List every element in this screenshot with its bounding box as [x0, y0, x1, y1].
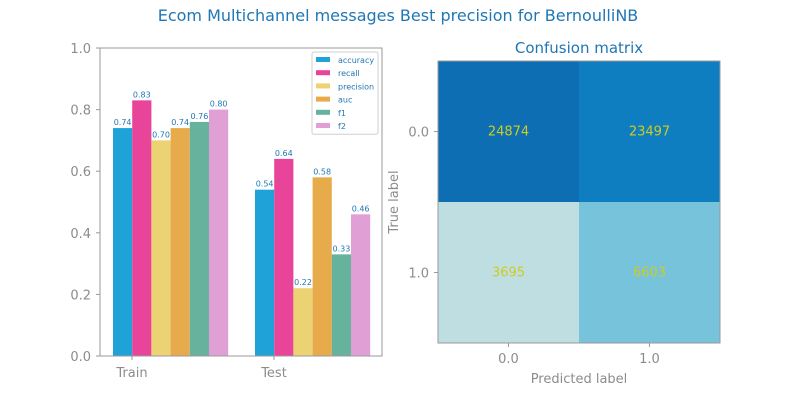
matrix-cell-0-0	[438, 61, 579, 202]
y-tick-label: 0.0	[70, 350, 91, 365]
bar-accuracy-train	[113, 128, 133, 356]
x-axis-label: Predicted label	[531, 372, 628, 387]
bar-chart-panel: 0.74 0.54 0.83 0.64 0.70 0.22 0.74 0.58 0.76 0.33…	[70, 42, 383, 381]
confusion-matrix-axes: 0.0 1.0 0.0 1.0	[408, 60, 721, 367]
matrix-cell-value: 3695	[492, 266, 525, 281]
legend-swatch-f2	[316, 123, 330, 128]
confusion-matrix-panel: Confusion matrix 24874 23497 3695 6603 0.0 1…	[387, 39, 721, 387]
matrix-cell-value: 6603	[633, 266, 666, 281]
x-tick-label-test: Test	[260, 366, 287, 381]
bar-plot-frame	[99, 47, 383, 357]
y-axis-label: True label	[387, 170, 402, 234]
matrix-frame	[437, 60, 721, 344]
bar-value-label: 0.83	[133, 90, 151, 99]
x-tick-label: 0.0	[498, 352, 519, 367]
y-tick-label: 0.8	[70, 104, 91, 119]
bar-value-label: 0.58	[313, 167, 331, 176]
bar-value-label: 0.80	[210, 100, 228, 109]
legend-label-recall: recall	[338, 69, 360, 78]
bar-auc-test	[312, 177, 332, 356]
figure-title: Ecom Multichannel messages Best precisio…	[158, 6, 639, 25]
legend-swatch-accuracy	[316, 57, 330, 62]
bar-f2-test	[351, 214, 371, 356]
bar-value-label: 0.74	[114, 118, 132, 127]
legend-label-f1: f1	[338, 109, 346, 118]
bar-value-label: 0.74	[171, 118, 189, 127]
bar-value-label: 0.46	[352, 204, 370, 213]
bar-value-label: 0.64	[275, 149, 293, 158]
y-tick-label: 0.6	[70, 165, 91, 180]
legend-swatch-f1	[316, 109, 330, 115]
y-tick-label: 1.0	[408, 267, 429, 282]
y-tick-label: 1.0	[70, 42, 91, 57]
bar-value-label: 0.54	[256, 180, 274, 189]
bar-f2-train	[209, 109, 229, 356]
matrix-cell-value: 24874	[488, 125, 529, 140]
bar-recall-train	[132, 100, 152, 356]
bar-auc-train	[170, 128, 190, 356]
legend-label-f2: f2	[338, 122, 346, 131]
bar-value-label: 0.33	[332, 244, 350, 253]
bar-accuracy-test	[255, 189, 275, 356]
bar-f1-train	[189, 121, 209, 356]
bar-value-label: 0.70	[152, 130, 170, 139]
bar-value-label: 0.76	[190, 112, 208, 121]
bar-recall-test	[274, 158, 294, 356]
legend-label-auc: auc	[338, 96, 352, 105]
x-tick-label-train: Train	[115, 366, 147, 381]
bar-precision-train	[151, 140, 171, 356]
legend-label-accuracy: accuracy	[338, 56, 374, 65]
legend: accuracy recall precision auc f1 f2	[311, 51, 379, 135]
matrix-cell-value: 23497	[629, 125, 670, 140]
bar-chart-bars	[113, 100, 371, 356]
legend-swatch-auc	[316, 96, 330, 102]
x-tick-label: 1.0	[639, 352, 660, 367]
bar-f1-test	[331, 254, 351, 356]
bar-value-label: 0.22	[294, 278, 312, 287]
y-tick-label: 0.0	[408, 126, 429, 141]
bar-chart-axes: 0.0 0.2 0.4 0.6 0.8 1.0 Train Test	[70, 42, 383, 381]
matrix-cell-1-1	[579, 202, 720, 343]
confusion-matrix-title: Confusion matrix	[515, 39, 643, 57]
bar-precision-test	[293, 288, 313, 356]
matrix-cell-1-0	[438, 202, 579, 343]
y-tick-label: 0.4	[70, 227, 91, 242]
bar-value-labels: 0.74 0.54 0.83 0.64 0.70 0.22 0.74 0.58 0.76 0.33…	[114, 90, 370, 287]
confusion-matrix-cells: 24874 23497 3695 6603	[438, 61, 720, 343]
y-tick-label: 0.2	[70, 288, 91, 303]
legend-swatch-recall	[316, 70, 330, 76]
legend-label-precision: precision	[338, 82, 374, 91]
matrix-cell-0-1	[579, 61, 720, 202]
legend-swatch-precision	[316, 83, 330, 89]
